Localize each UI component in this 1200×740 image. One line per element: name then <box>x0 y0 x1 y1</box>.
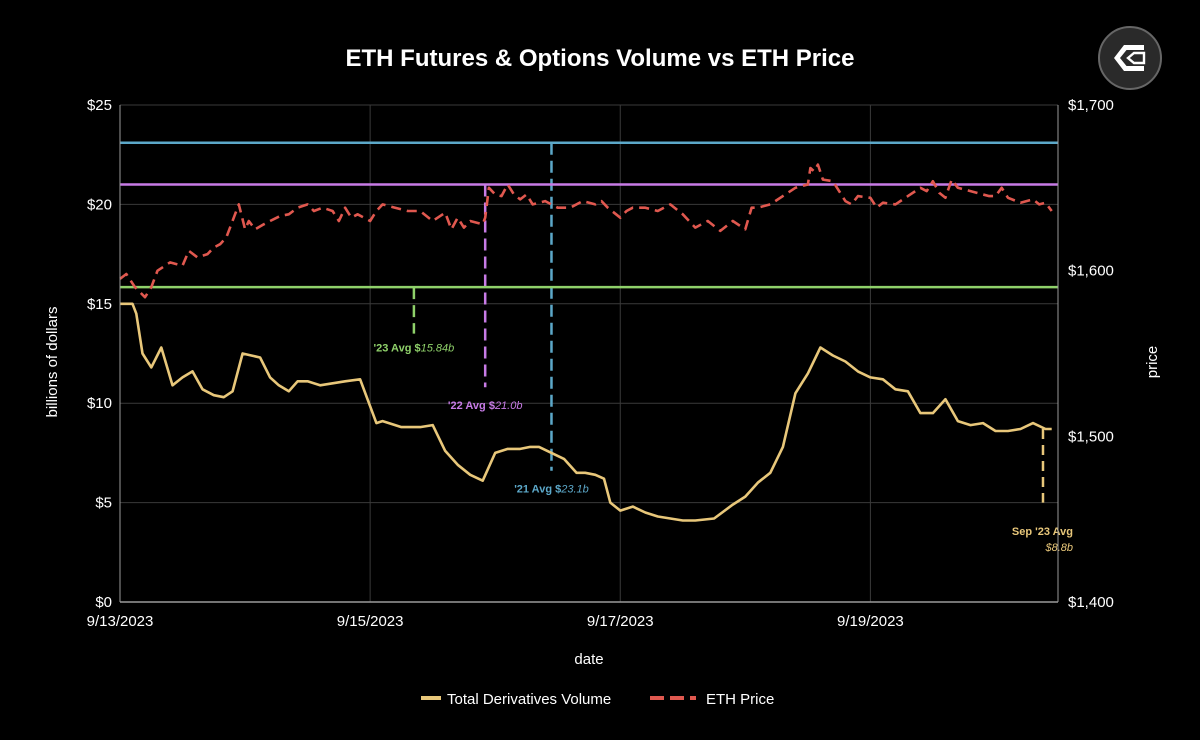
x-tick-label-2: 9/17/2023 <box>587 613 654 630</box>
y-tick-label-3: $15 <box>87 296 112 313</box>
x-axis-label: date <box>574 651 603 668</box>
eth-price-line <box>119 163 1053 299</box>
y-tick-label-2: $10 <box>87 395 112 412</box>
x-tick-label-0: 9/13/2023 <box>87 613 154 630</box>
sep-avg-value: $8.8b <box>1044 542 1073 554</box>
ref-label-21avg: '21 Avg $23.1b <box>514 484 589 496</box>
grid <box>119 104 1058 603</box>
ref-label-23avg: '23 Avg $15.84b <box>374 343 455 355</box>
series-group <box>119 163 1053 522</box>
reference-lines: '21 Avg $23.1b '22 Avg $21.0b '23 Avg $15.… <box>120 141 1073 554</box>
x-tick-label-3: 9/19/2023 <box>837 613 904 630</box>
legend[interactable]: Total Derivatives Volume ETH Price <box>421 691 774 708</box>
x-tick-label-1: 9/15/2023 <box>337 613 404 630</box>
y2-tick-label-3: $1,700 <box>1068 97 1114 114</box>
chart-title: ETH Futures & Options Volume vs ETH Pric… <box>346 45 855 72</box>
legend-label-1: ETH Price <box>706 691 774 708</box>
y2-tick-label-2: $1,600 <box>1068 263 1114 280</box>
y-tick-label-0: $0 <box>95 594 112 611</box>
y-axis-label: billions of dollars <box>44 307 61 418</box>
volume-line <box>120 302 1052 522</box>
y-tick-label-4: $20 <box>87 196 112 213</box>
y2-tick-label-0: $1,400 <box>1068 594 1114 611</box>
brand-logo-icon <box>1098 26 1162 90</box>
axes: $0 $5 $10 $15 $20 $25 $1,400 $1,500 $1,600 $1,700… <box>87 97 1114 630</box>
y2-axis-label: price <box>1144 346 1161 379</box>
sep-avg-label: Sep '23 Avg <box>1012 526 1073 538</box>
ref-label-22avg: '22 Avg $21.0b <box>448 400 523 412</box>
y-tick-label-5: $25 <box>87 97 112 114</box>
legend-label-0: Total Derivatives Volume <box>447 691 611 708</box>
y-tick-label-1: $5 <box>95 495 112 512</box>
y2-tick-label-1: $1,500 <box>1068 428 1114 445</box>
